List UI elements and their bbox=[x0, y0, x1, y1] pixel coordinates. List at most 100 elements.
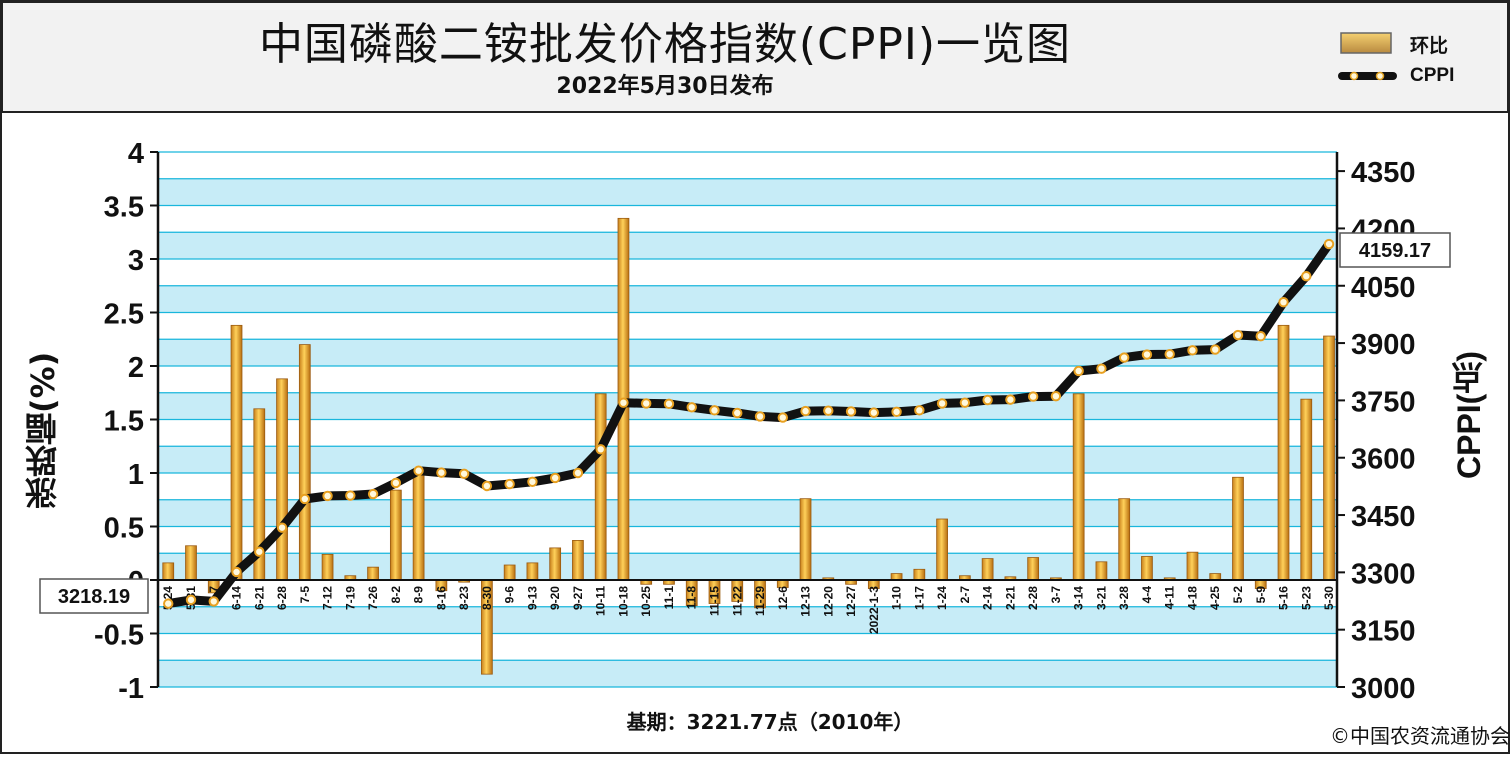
x-tick-label: 12-6 bbox=[776, 586, 790, 610]
cppi-point bbox=[1301, 270, 1312, 282]
cppi-point bbox=[481, 480, 493, 492]
x-tick-label: 1-24 bbox=[935, 586, 949, 610]
x-tick-label: 10-11 bbox=[594, 586, 608, 616]
cppi-point bbox=[1278, 296, 1289, 308]
y-axis-label-right: CPPI(点) bbox=[1451, 351, 1487, 479]
bar bbox=[1277, 324, 1290, 581]
y-tick-label-left: 4 bbox=[128, 138, 144, 170]
y-tick-label-right: 3900 bbox=[1351, 329, 1416, 361]
bar bbox=[1072, 393, 1085, 581]
y-tick-label-left: 3 bbox=[128, 245, 144, 277]
cppi-point bbox=[1164, 348, 1175, 360]
x-tick-label: 6-14 bbox=[230, 586, 244, 610]
y-tick-label-left: 2.5 bbox=[104, 299, 144, 331]
plot-band bbox=[158, 446, 1337, 473]
x-tick-label: 3-28 bbox=[1117, 586, 1131, 610]
bar bbox=[1095, 561, 1108, 581]
x-tick-label: 9-20 bbox=[548, 586, 562, 610]
y-tick-label-left: 3.5 bbox=[104, 192, 144, 224]
bar bbox=[276, 378, 288, 581]
x-tick-label: 7-26 bbox=[366, 586, 380, 610]
cppi-point bbox=[641, 398, 652, 409]
x-tick-label: 1-10 bbox=[890, 586, 904, 610]
x-tick-label: 5-2 bbox=[1231, 586, 1245, 604]
x-tick-label: 6-21 bbox=[252, 586, 266, 610]
x-tick-label: 4-11 bbox=[1163, 586, 1177, 610]
cppi-point bbox=[390, 477, 402, 489]
cppi-point bbox=[1255, 330, 1266, 342]
x-tick-label: 5-16 bbox=[1277, 586, 1291, 610]
bar bbox=[298, 344, 311, 581]
cppi-point bbox=[1027, 391, 1039, 402]
plot-band bbox=[158, 178, 1337, 206]
x-tick-label: 9-27 bbox=[571, 586, 585, 610]
x-tick-label: 9-13 bbox=[525, 586, 539, 610]
x-tick-label: 11-1 bbox=[662, 586, 676, 610]
y-tick-label-right: 3450 bbox=[1351, 501, 1416, 533]
cppi-point bbox=[504, 478, 515, 490]
x-tick-label: 8-23 bbox=[457, 586, 471, 610]
cppi-point bbox=[572, 467, 584, 479]
cppi-point bbox=[231, 566, 242, 578]
bar bbox=[1232, 476, 1244, 581]
x-tick-label: 2-14 bbox=[981, 586, 995, 610]
x-tick-label: 10-25 bbox=[639, 586, 653, 617]
y-tick-label-right: 4050 bbox=[1351, 272, 1416, 304]
cppi-point bbox=[732, 407, 743, 419]
x-tick-label: 3-14 bbox=[1072, 586, 1086, 610]
y-tick-label-right: 3750 bbox=[1351, 386, 1416, 418]
plot-area: -1-0.500.511.522.533.5430003150330034503… bbox=[39, 138, 1451, 705]
chart-subtitle: 2022年5月30日发布 bbox=[556, 74, 774, 99]
x-tick-label: 8-2 bbox=[389, 586, 403, 604]
cppi-point bbox=[208, 596, 219, 607]
cppi-point bbox=[549, 472, 561, 484]
cppi-point bbox=[1073, 365, 1084, 377]
x-tick-label: 2-7 bbox=[958, 586, 972, 604]
y-tick-label-left: 2 bbox=[128, 352, 144, 384]
cppi-point bbox=[436, 467, 447, 478]
bar bbox=[549, 547, 562, 581]
bar bbox=[185, 545, 197, 581]
cppi-point bbox=[1005, 394, 1016, 405]
x-tick-label: 12-20 bbox=[821, 586, 835, 617]
x-tick-label: 5-9 bbox=[1254, 586, 1268, 604]
cppi-point bbox=[1210, 344, 1221, 355]
cppi-point bbox=[936, 398, 948, 409]
cppi-point bbox=[1232, 329, 1244, 341]
bar bbox=[913, 568, 926, 581]
x-tick-label: 11-15 bbox=[707, 586, 721, 616]
plot-band bbox=[158, 660, 1337, 687]
x-tick-label: 5-23 bbox=[1299, 586, 1313, 610]
cppi-point bbox=[345, 490, 356, 501]
bar bbox=[799, 498, 812, 581]
cppi-point bbox=[254, 546, 265, 557]
bar bbox=[594, 393, 607, 581]
plot-band bbox=[158, 232, 1337, 259]
x-tick-label: 12-27 bbox=[844, 586, 858, 617]
y-tick-label-left: 1.5 bbox=[104, 406, 144, 438]
legend-label-line: CPPI bbox=[1410, 65, 1455, 86]
bar bbox=[572, 540, 584, 581]
legend-label-bars: 环比 bbox=[1410, 36, 1449, 57]
bar bbox=[526, 562, 539, 581]
plot-band bbox=[158, 285, 1337, 313]
bar bbox=[389, 489, 402, 581]
x-tick-label: 3-7 bbox=[1049, 586, 1063, 604]
cppi-point bbox=[367, 488, 379, 500]
bar bbox=[1027, 557, 1040, 581]
plot-band bbox=[158, 606, 1337, 634]
cppi-point bbox=[800, 405, 811, 417]
cppi-point bbox=[914, 405, 925, 416]
callout-label: 4159.17 bbox=[1359, 240, 1431, 262]
bar bbox=[936, 518, 948, 581]
callout-label: 3218.19 bbox=[58, 586, 130, 608]
legend-bar-swatch bbox=[1340, 32, 1392, 54]
cppi-point bbox=[185, 594, 197, 606]
cppi-point bbox=[595, 444, 606, 455]
cppi-point bbox=[663, 398, 675, 410]
chart-title: 中国磷酸二铵批发价格指数(CPPI)一览图 bbox=[258, 19, 1072, 70]
bar bbox=[503, 564, 516, 581]
x-tick-label: 4-4 bbox=[1140, 586, 1154, 604]
y-tick-label-right: 3000 bbox=[1351, 673, 1416, 705]
